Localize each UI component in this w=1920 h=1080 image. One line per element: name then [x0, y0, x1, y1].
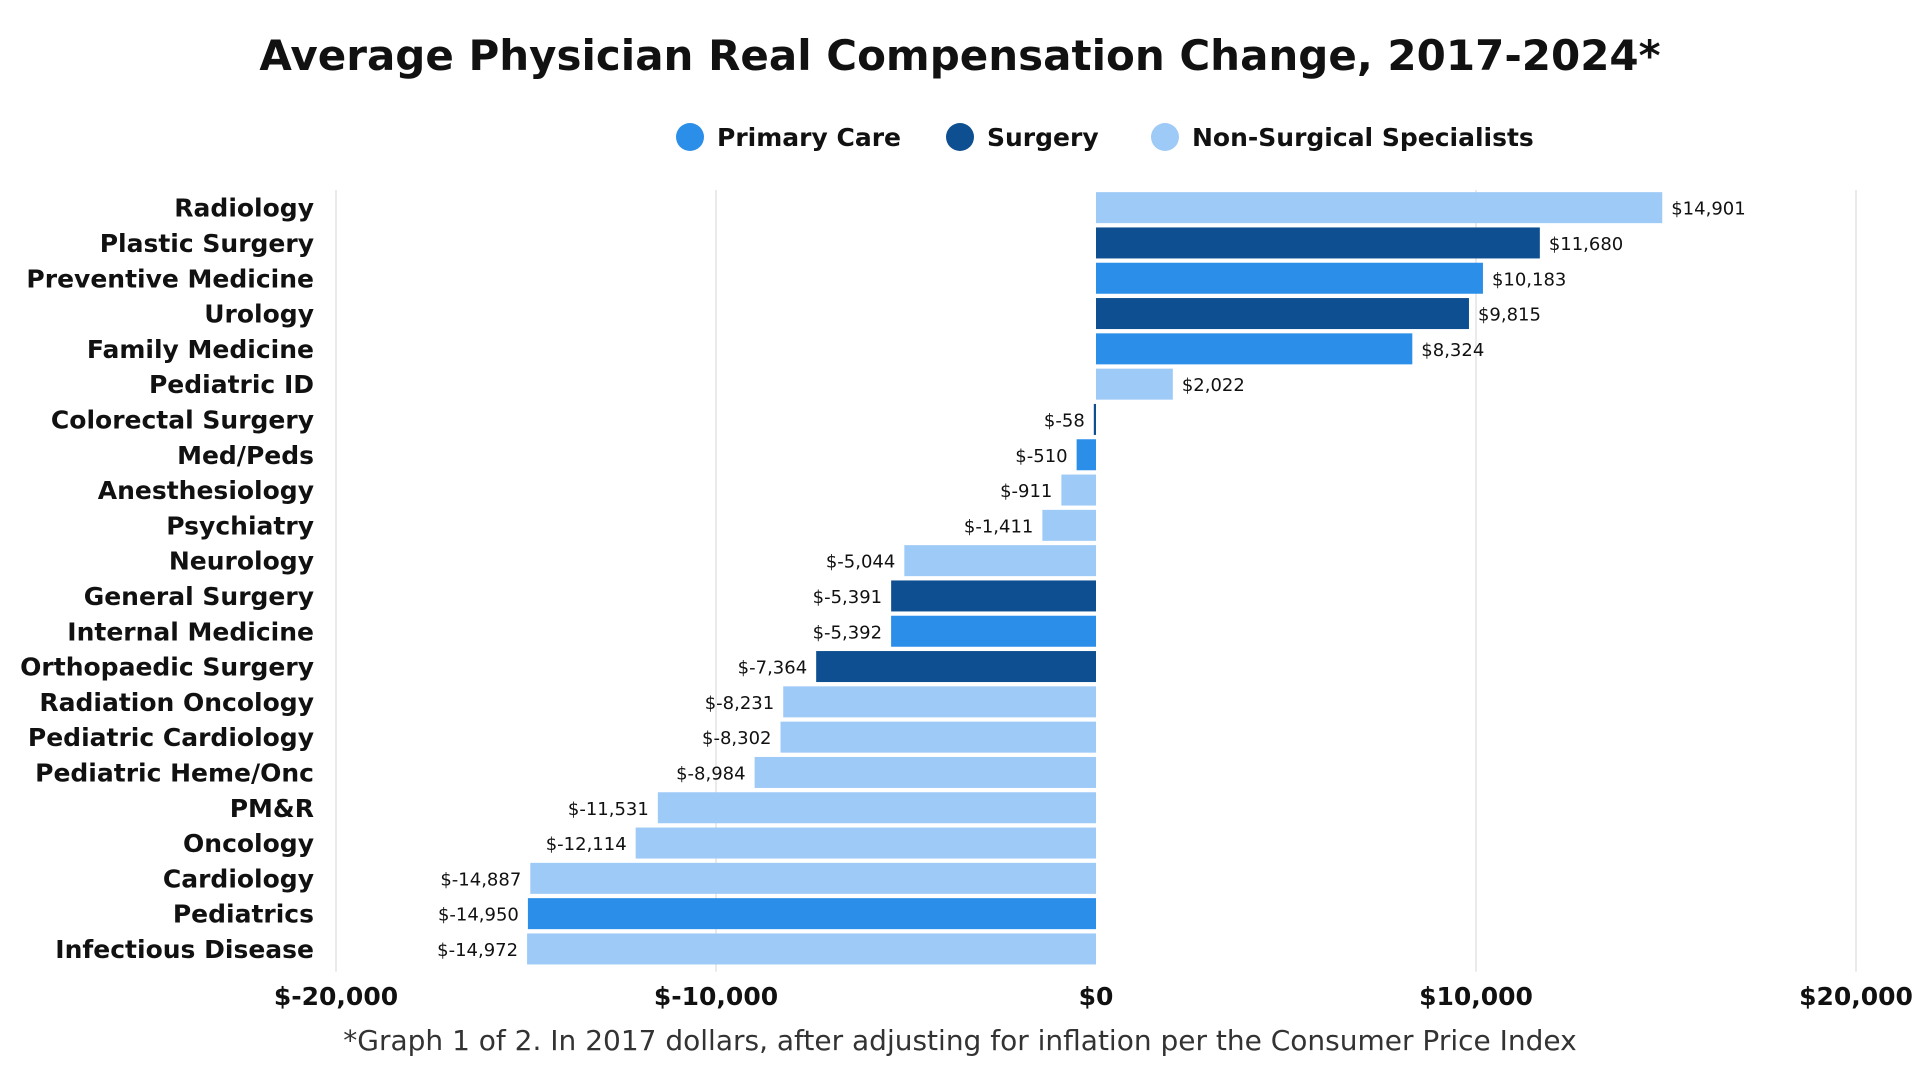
category-label-pm-r: PM&R [230, 794, 314, 823]
legend-label-non-surgical-specialists: Non-Surgical Specialists [1192, 123, 1534, 152]
bar-general-surgery [891, 580, 1096, 612]
value-label-colorectal-surgery: $-58 [1044, 410, 1085, 431]
x-tick-label: $-20,000 [274, 982, 398, 1011]
value-label-cardiology: $-14,887 [440, 869, 521, 890]
bar-urology [1096, 298, 1469, 330]
category-label-med-peds: Med/Peds [177, 441, 314, 470]
legend-swatch-primary-care [676, 123, 704, 151]
value-label-pediatric-heme-onc: $-8,984 [676, 763, 745, 784]
category-label-pediatric-cardiology: Pediatric Cardiology [28, 723, 314, 752]
category-label-pediatrics: Pediatrics [173, 900, 314, 929]
x-tick-label: $0 [1079, 982, 1114, 1011]
bar-med-peds [1076, 439, 1096, 471]
category-label-family-medicine: Family Medicine [87, 335, 314, 364]
value-label-oncology: $-12,114 [546, 834, 627, 855]
category-label-internal-medicine: Internal Medicine [67, 617, 314, 646]
bar-psychiatry [1042, 509, 1096, 541]
category-label-psychiatry: Psychiatry [166, 511, 314, 540]
category-label-infectious-disease: Infectious Disease [55, 935, 314, 964]
bar-pm-r [657, 792, 1096, 824]
value-label-family-medicine: $8,324 [1421, 340, 1484, 361]
bar-pediatrics [527, 898, 1096, 930]
category-labels: Radiology Plastic Surgery Preventive Medic… [20, 194, 314, 964]
value-label-urology: $9,815 [1478, 305, 1541, 326]
x-tick-label: $-10,000 [654, 982, 778, 1011]
value-label-infectious-disease: $-14,972 [437, 940, 518, 961]
bar-infectious-disease [527, 933, 1096, 965]
bar-internal-medicine [891, 615, 1096, 647]
value-label-pediatric-cardiology: $-8,302 [702, 728, 771, 749]
x-tick-label: $10,000 [1419, 982, 1533, 1011]
category-label-plastic-surgery: Plastic Surgery [100, 229, 314, 258]
legend-label-primary-care: Primary Care [717, 123, 901, 152]
bar-oncology [635, 827, 1096, 859]
value-label-anesthesiology: $-911 [1000, 481, 1052, 502]
bar-family-medicine [1096, 333, 1413, 365]
bar-plastic-surgery [1096, 227, 1540, 259]
value-label-pm-r: $-11,531 [568, 799, 649, 820]
legend: Primary Care Surgery Non-Surgical Speciali… [676, 123, 1534, 152]
value-label-preventive-medicine: $10,183 [1492, 269, 1566, 290]
legend-swatch-surgery [946, 123, 974, 151]
bar-orthopaedic-surgery [816, 651, 1096, 683]
category-label-preventive-medicine: Preventive Medicine [26, 264, 314, 293]
value-label-med-peds: $-510 [1015, 446, 1067, 467]
value-labels: $14,901 $11,680 $10,183 $9,815 $8,324 $2,022 $… [437, 199, 1746, 961]
value-label-radiology: $14,901 [1671, 199, 1745, 220]
chart-title: Average Physician Real Compensation Chan… [259, 31, 1660, 80]
x-axis: $-20,000 $-10,000 $0 $10,000 $20,000 [274, 982, 1913, 1011]
category-label-cardiology: Cardiology [163, 864, 314, 893]
value-label-neurology: $-5,044 [826, 552, 895, 573]
bar-radiation-oncology [783, 686, 1096, 718]
category-label-orthopaedic-surgery: Orthopaedic Surgery [20, 653, 314, 682]
bar-pediatric-id [1096, 368, 1173, 400]
category-label-pediatric-id: Pediatric ID [149, 370, 314, 399]
legend-swatch-non-surgical-specialists [1151, 123, 1179, 151]
category-label-oncology: Oncology [183, 829, 314, 858]
bar-anesthesiology [1061, 474, 1096, 506]
category-label-pediatric-heme-onc: Pediatric Heme/Onc [35, 758, 314, 787]
footnote: *Graph 1 of 2. In 2017 dollars, after ad… [343, 1024, 1576, 1057]
bar-pediatric-heme-onc [754, 756, 1096, 788]
category-label-neurology: Neurology [169, 547, 314, 576]
category-label-colorectal-surgery: Colorectal Surgery [51, 405, 314, 434]
bar-neurology [904, 545, 1096, 577]
category-label-radiology: Radiology [174, 194, 314, 223]
value-label-psychiatry: $-1,411 [964, 516, 1033, 537]
value-label-plastic-surgery: $11,680 [1549, 234, 1623, 255]
value-label-radiation-oncology: $-8,231 [705, 693, 774, 714]
x-tick-label: $20,000 [1799, 982, 1913, 1011]
bar-pediatric-cardiology [780, 721, 1096, 753]
bars [527, 192, 1663, 965]
legend-label-surgery: Surgery [987, 123, 1099, 152]
value-label-pediatrics: $-14,950 [438, 905, 519, 926]
category-label-general-surgery: General Surgery [84, 582, 314, 611]
bar-radiology [1096, 192, 1663, 224]
category-label-urology: Urology [204, 300, 314, 329]
value-label-internal-medicine: $-5,392 [813, 622, 882, 643]
category-label-anesthesiology: Anesthesiology [98, 476, 314, 505]
value-label-orthopaedic-surgery: $-7,364 [738, 658, 807, 679]
category-label-radiation-oncology: Radiation Oncology [39, 688, 314, 717]
value-label-general-surgery: $-5,391 [813, 587, 882, 608]
bar-preventive-medicine [1096, 262, 1483, 294]
bar-cardiology [530, 862, 1096, 894]
bar-colorectal-surgery [1093, 403, 1096, 435]
value-label-pediatric-id: $2,022 [1182, 375, 1245, 396]
